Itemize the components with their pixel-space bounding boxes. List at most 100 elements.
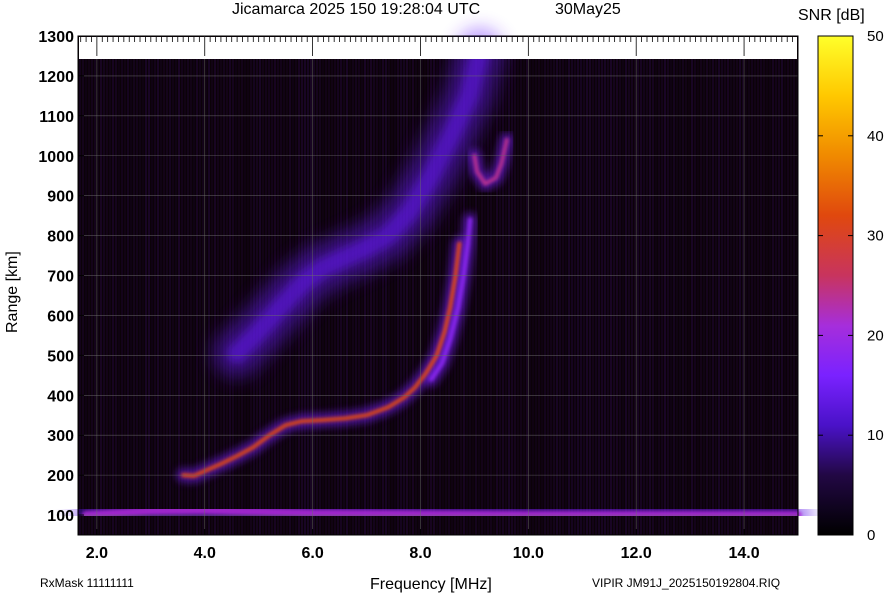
y-tick-label: 1200 [38, 69, 74, 86]
noise-column [595, 58, 597, 535]
noise-column [172, 58, 174, 535]
noise-column [481, 58, 483, 535]
noise-column [694, 58, 696, 535]
x-tick-label: 14.0 [728, 545, 759, 562]
noise-column [610, 58, 612, 535]
noise-column [124, 58, 126, 535]
noise-column [673, 58, 675, 535]
noise-column [520, 58, 522, 535]
noise-column [781, 58, 783, 535]
noise-column [619, 58, 621, 535]
noise-column [115, 58, 117, 535]
noise-column [559, 58, 561, 535]
colorbar-tick-label: 40 [867, 128, 884, 145]
noise-column [229, 58, 231, 535]
noise-column [658, 58, 660, 535]
noise-column [253, 58, 255, 535]
noise-column [601, 58, 603, 535]
noise-column [178, 58, 180, 535]
colorbar-tick-label: 20 [867, 327, 884, 344]
noise-column [796, 58, 798, 535]
noise-column [493, 58, 495, 535]
noise-column [418, 58, 420, 535]
noise-column [190, 58, 192, 535]
colorbar-tick-label: 0 [867, 527, 875, 544]
noise-column [430, 58, 432, 535]
noise-column [751, 58, 753, 535]
rxmask-label: RxMask 11111111 [40, 576, 134, 590]
noise-column [118, 58, 120, 535]
noise-column [697, 58, 699, 535]
noise-column [109, 58, 111, 535]
noise-column [625, 58, 627, 535]
noise-column [487, 58, 489, 535]
noise-column [517, 58, 519, 535]
noise-column [205, 58, 207, 535]
noise-column [106, 58, 108, 535]
noise-column [424, 58, 426, 535]
noise-column [787, 58, 789, 535]
noise-column [82, 58, 84, 535]
echo-trace [472, 137, 509, 186]
noise-column [598, 58, 600, 535]
noise-column [544, 58, 546, 535]
noise-column [475, 58, 477, 535]
x-axis: 2.0 4.0 6.0 8.0 10.0 12.0 14.0 [86, 529, 760, 562]
y-tick-label: 1000 [38, 149, 74, 166]
noise-column [370, 58, 372, 535]
noise-column [421, 58, 423, 535]
noise-column [361, 58, 363, 535]
noise-column [412, 58, 414, 535]
noise-column [550, 58, 552, 535]
noise-column [784, 58, 786, 535]
noise-column [553, 58, 555, 535]
noise-column [613, 58, 615, 535]
noise-column [184, 58, 186, 535]
noise-column [727, 58, 729, 535]
x-tick-label: 8.0 [409, 545, 431, 562]
y-tick-label: 800 [47, 229, 74, 246]
y-tick-label: 400 [47, 388, 74, 405]
noise-column [154, 58, 156, 535]
noise-column [145, 58, 147, 535]
noise-column [523, 58, 525, 535]
noise-column [181, 58, 183, 535]
noise-column [355, 58, 357, 535]
x-tick-label: 2.0 [86, 545, 108, 562]
noise-column [757, 58, 759, 535]
noise-column [526, 58, 528, 535]
noise-column [442, 58, 444, 535]
noise-column [721, 58, 723, 535]
noise-column [187, 58, 189, 535]
noise-column [484, 58, 486, 535]
noise-column [556, 58, 558, 535]
y-tick-label: 200 [47, 468, 74, 485]
x-tick-label: 6.0 [301, 545, 323, 562]
noise-column [217, 58, 219, 535]
noise-column [775, 58, 777, 535]
noise-column [169, 58, 171, 535]
noise-column [586, 58, 588, 535]
noise-column [718, 58, 720, 535]
noise-column [730, 58, 732, 535]
noise-column [379, 58, 381, 535]
y-tick-label: 700 [47, 269, 74, 286]
y-tick-label: 1300 [38, 29, 74, 46]
noise-column [157, 58, 159, 535]
noise-column [793, 58, 795, 535]
noise-column [238, 58, 240, 535]
colorbar: SNR [dB] 0 10 20 30 40 50 [798, 7, 884, 544]
echo-trace [181, 241, 462, 478]
noise-column [565, 58, 567, 535]
noise-column [478, 58, 480, 535]
top-minor-ticks [80, 37, 799, 56]
noise-column [211, 58, 213, 535]
noise-column [667, 58, 669, 535]
noise-column [223, 58, 225, 535]
noise-column [352, 58, 354, 535]
noise-column [661, 58, 663, 535]
noise-column [142, 58, 144, 535]
noise-column [664, 58, 666, 535]
noise-column [121, 58, 123, 535]
noise-column [700, 58, 702, 535]
